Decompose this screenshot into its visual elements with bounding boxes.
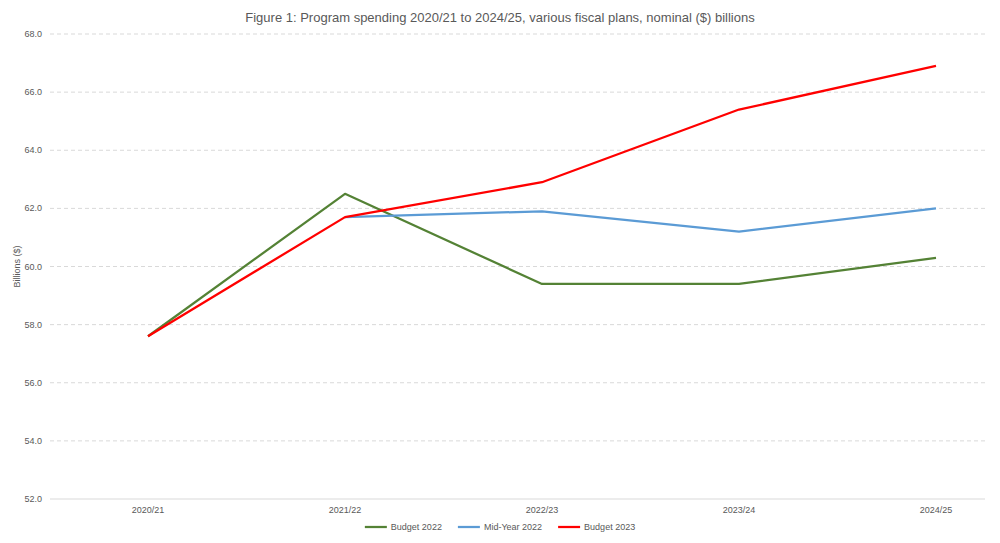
x-tick-label: 2024/25	[920, 505, 953, 515]
y-tick-label: 54.0	[24, 436, 42, 446]
y-tick-label: 60.0	[24, 262, 42, 272]
grid-line	[50, 34, 985, 35]
plot-area	[148, 66, 936, 336]
legend-label: Budget 2023	[584, 522, 635, 532]
y-tick-label: 66.0	[24, 87, 42, 97]
y-tick-label: 68.0	[24, 29, 42, 39]
y-tick-label: 62.0	[24, 203, 42, 213]
grid-line	[50, 382, 985, 383]
x-tick-label: 2020/21	[132, 505, 165, 515]
grid-line	[50, 92, 985, 93]
legend-swatch	[558, 526, 580, 528]
title: Figure 1: Program spending 2020/21 to 20…	[245, 10, 755, 25]
y-axis-label: Billions ($)	[12, 245, 22, 287]
legend-swatch	[365, 526, 387, 528]
chart: Figure 1: Program spending 2020/21 to 20…	[0, 0, 1000, 543]
legend-label: Mid-Year 2022	[484, 522, 542, 532]
x-tick-label: 2022/23	[526, 505, 559, 515]
series-line	[345, 208, 936, 231]
legend: Budget 2022 Mid-Year 2022 Budget 2023	[365, 522, 635, 532]
x-tick-label: 2023/24	[723, 505, 756, 515]
series-line	[148, 66, 936, 336]
y-tick-label: 64.0	[24, 145, 42, 155]
y-tick-label: 56.0	[24, 378, 42, 388]
grid-line	[50, 440, 985, 441]
legend-label: Budget 2022	[391, 522, 442, 532]
x-tick-label: 2021/22	[329, 505, 362, 515]
y-tick-label: 58.0	[24, 320, 42, 330]
legend-swatch	[458, 526, 480, 528]
grid-line	[50, 208, 985, 209]
grid-line	[50, 324, 985, 325]
y-tick-label: 52.0	[24, 494, 42, 504]
grid-line	[50, 266, 985, 267]
grid-line	[50, 150, 985, 151]
grid-line	[50, 499, 985, 500]
